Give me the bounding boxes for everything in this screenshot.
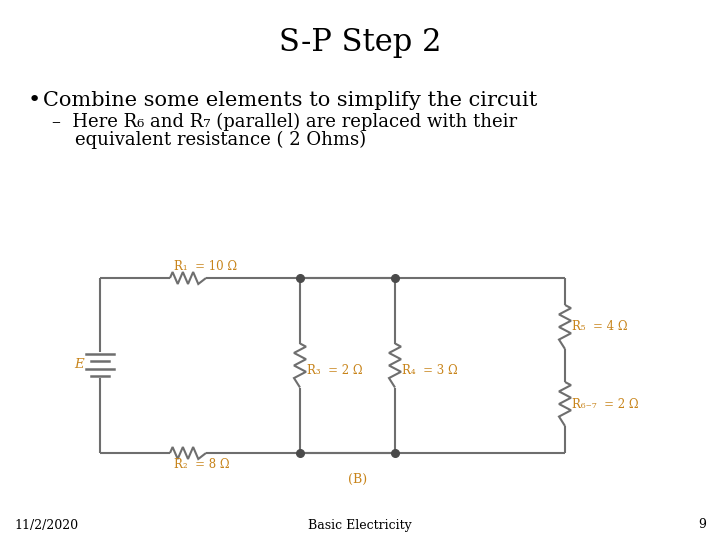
Text: R₃  = 2 Ω: R₃ = 2 Ω	[307, 364, 363, 377]
Text: R₁  = 10 Ω: R₁ = 10 Ω	[174, 260, 237, 273]
Text: R₅  = 4 Ω: R₅ = 4 Ω	[572, 321, 628, 334]
Text: •: •	[28, 90, 41, 110]
Text: S-P Step 2: S-P Step 2	[279, 26, 441, 57]
Text: 11/2/2020: 11/2/2020	[14, 518, 78, 531]
Text: R₆₋₇  = 2 Ω: R₆₋₇ = 2 Ω	[572, 397, 639, 410]
Text: 9: 9	[698, 518, 706, 531]
Text: (B): (B)	[348, 473, 367, 486]
Text: R₂  = 8 Ω: R₂ = 8 Ω	[174, 458, 230, 471]
Text: Basic Electricity: Basic Electricity	[308, 518, 412, 531]
Text: E: E	[74, 359, 84, 372]
Text: equivalent resistance ( 2 Ohms): equivalent resistance ( 2 Ohms)	[52, 131, 366, 149]
Text: –  Here R₆ and R₇ (parallel) are replaced with their: – Here R₆ and R₇ (parallel) are replaced…	[52, 113, 517, 131]
Text: R₄  = 3 Ω: R₄ = 3 Ω	[402, 364, 458, 377]
Text: Combine some elements to simplify the circuit: Combine some elements to simplify the ci…	[43, 91, 537, 110]
